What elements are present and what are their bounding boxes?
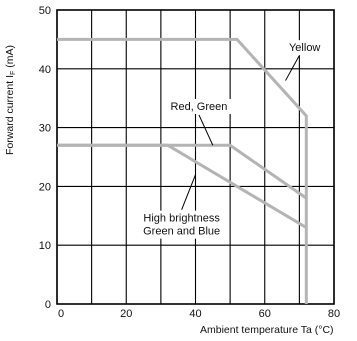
x-tick-labels: 0 20 40 60 80 [58, 308, 340, 320]
annotation-line: Red, Green [171, 101, 228, 113]
y-tick-labels: 0 10 20 30 40 50 [39, 5, 51, 311]
plot-frame [56, 9, 335, 305]
annotation-label: Red, Green [171, 101, 228, 113]
x-tick-label: 40 [189, 308, 201, 320]
annotation-line: Yellow [289, 42, 320, 54]
annotation-leader [198, 114, 214, 146]
y-axis-label-unit: (mA) [4, 45, 16, 71]
x-tick-label: 80 [328, 308, 340, 320]
annotation-line: High brightness [143, 213, 220, 225]
x-tick-label: 20 [120, 308, 132, 320]
annotation-background [166, 98, 232, 114]
x-tick-label: 0 [58, 308, 64, 320]
annotation-background [133, 210, 230, 239]
y-axis-label-main: Forward current I [4, 75, 16, 155]
series-lines [57, 37, 308, 304]
y-tick-label: 10 [39, 240, 51, 252]
annotation-label: High brightness Green and Blue [143, 213, 220, 238]
y-tick-label: 0 [45, 299, 51, 311]
annotations: Yellow Red, Green High brightness Green and… [133, 40, 328, 239]
annotation-leader [181, 174, 196, 210]
annotation-background [286, 40, 328, 56]
y-axis-label: Forward current IF (mA) [4, 45, 17, 155]
annotation-label: Yellow [289, 42, 320, 54]
series-line-3 [57, 143, 308, 229]
y-tick-label: 20 [39, 181, 51, 193]
y-tick-label: 40 [39, 64, 51, 76]
y-tick-label: 50 [39, 5, 51, 17]
y-tick-label: 30 [39, 123, 51, 135]
x-tick-label: 60 [259, 308, 271, 320]
x-axis-label: Ambient temperature Ta (°C) [200, 324, 334, 336]
y-axis-label-subscript: F [10, 71, 17, 75]
grid [56, 9, 335, 305]
annotation-leader [285, 55, 300, 81]
annotation-line: Green and Blue [143, 226, 220, 238]
series-line-1 [57, 37, 308, 304]
